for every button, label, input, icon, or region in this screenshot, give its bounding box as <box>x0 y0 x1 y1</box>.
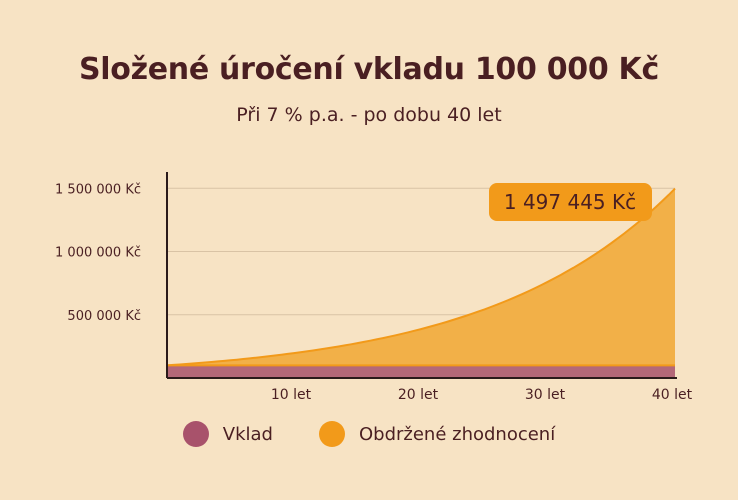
y-tick-label: 500 000 Kč <box>67 309 141 324</box>
x-tick-label: 10 let <box>271 387 312 403</box>
annotation-badge <box>489 183 652 221</box>
growth-area <box>167 188 675 366</box>
legend-swatch-growth <box>318 421 345 447</box>
deposit-band <box>167 365 675 378</box>
y-tick-label: 1 000 000 Kč <box>55 246 141 261</box>
legend-item-deposit: Vklad <box>182 421 273 447</box>
x-tick-label: 20 let <box>398 387 439 403</box>
legend: Vklad Obdržené zhodnocení <box>0 421 738 447</box>
legend-label-growth: Obdržené zhodnocení <box>358 423 556 445</box>
y-tick-label: 1 500 000 Kč <box>55 182 141 197</box>
legend-item-growth: Obdržené zhodnocení <box>318 421 556 447</box>
chart-title: Složené úročení vkladu 100 000 Kč <box>78 52 659 87</box>
annotation-label: 1 497 445 Kč <box>504 190 636 214</box>
legend-swatch-deposit <box>182 421 209 447</box>
growth-line <box>166 187 676 367</box>
x-tick-label: 30 let <box>525 387 566 403</box>
legend-label-deposit: Vklad <box>222 423 273 445</box>
x-tick-label: 40 let <box>652 387 693 403</box>
chart-subtitle: Při 7 % p.a. - po dobu 40 let <box>236 104 502 126</box>
